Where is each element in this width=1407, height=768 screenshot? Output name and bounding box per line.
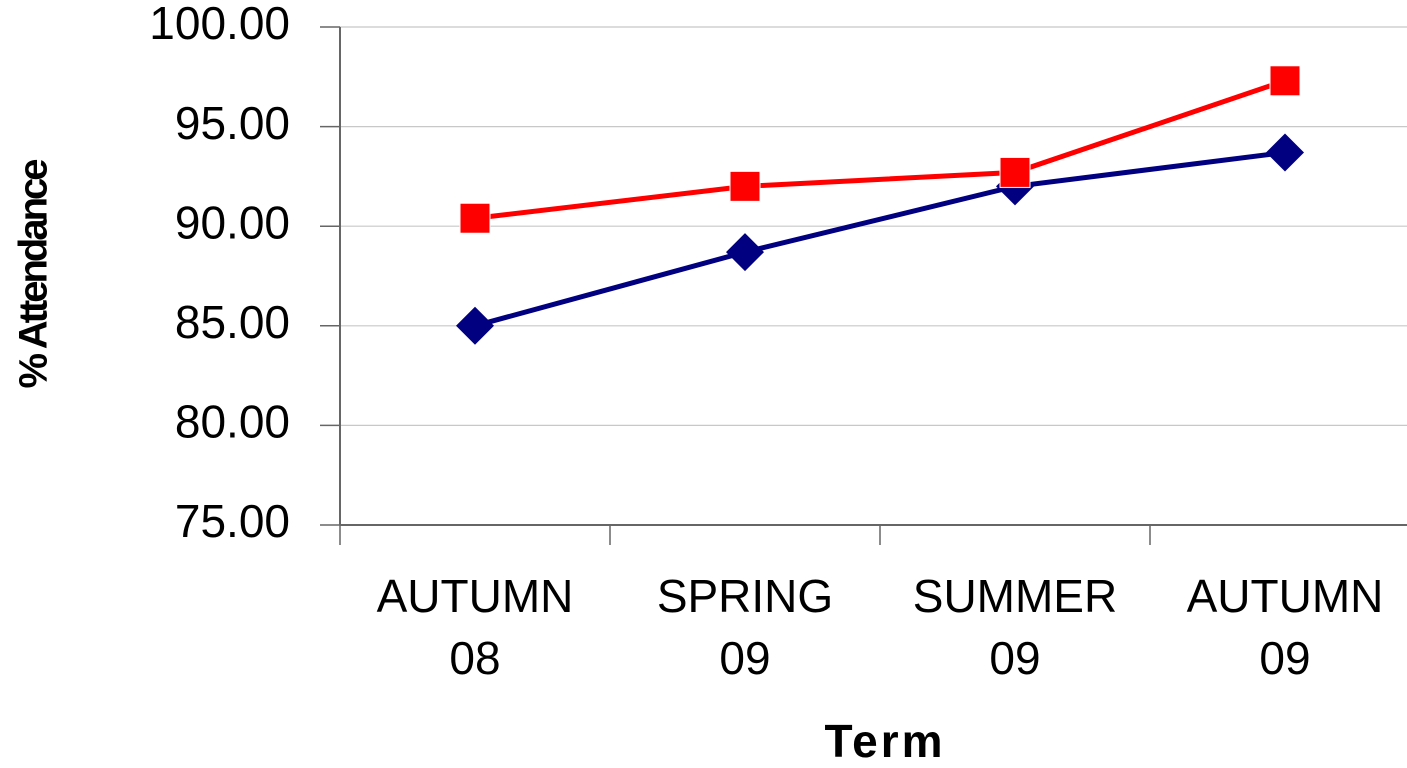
y-tick-label: 95.00 xyxy=(175,97,290,149)
x-tick-label: AUTUMN 09 xyxy=(1187,570,1384,684)
data-point xyxy=(456,306,494,345)
y-axis-label: % Attendance xyxy=(12,160,56,389)
data-point xyxy=(729,170,761,202)
x-axis-label: Term xyxy=(824,715,945,767)
y-tick-label: 75.00 xyxy=(175,495,290,547)
x-tick-label: SUMMER 09 xyxy=(913,570,1117,684)
y-tick-label: 85.00 xyxy=(175,296,290,348)
data-point xyxy=(999,156,1031,188)
data-point xyxy=(459,202,491,234)
x-tick-label: SPRING 09 xyxy=(657,570,833,684)
x-tick-label: AUTUMN 08 xyxy=(377,570,574,684)
y-tick-label: 80.00 xyxy=(175,396,290,448)
data-point xyxy=(726,233,764,272)
data-point xyxy=(1269,65,1301,97)
y-tick-label: 90.00 xyxy=(175,196,290,248)
series-line xyxy=(474,150,1286,329)
series-line xyxy=(474,78,1286,221)
y-tick-label: 100.00 xyxy=(149,0,290,49)
data-point xyxy=(1266,133,1304,172)
